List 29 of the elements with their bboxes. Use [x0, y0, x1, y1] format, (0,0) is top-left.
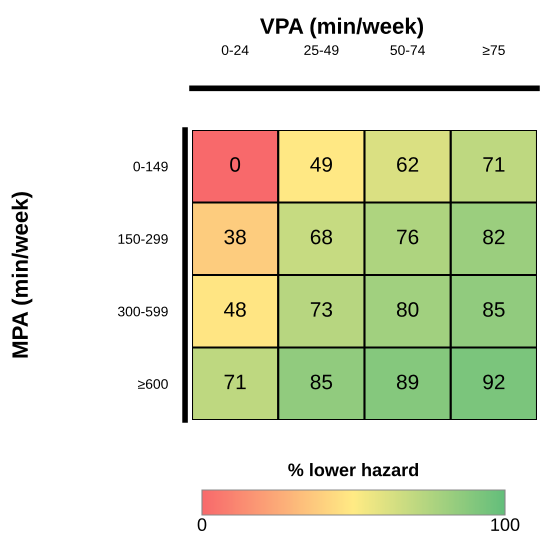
x-tick-label: 0-24 — [222, 45, 249, 56]
data-label: 85 — [310, 374, 332, 390]
data-label: 92 — [483, 374, 504, 390]
data-label: 0 — [230, 157, 240, 172]
color-bar-title: % lower hazard — [288, 463, 418, 476]
color-bar-label: 0 — [198, 518, 206, 532]
data-label: 71 — [224, 374, 246, 390]
y-tick-label: 0-149 — [133, 162, 168, 172]
x-tick-label: 25-49 — [304, 45, 338, 56]
data-label: 89 — [396, 374, 418, 390]
data-label: 38 — [224, 230, 246, 244]
y-axis-title: MPA (min/week) — [12, 192, 32, 358]
x-tick-label: ≥75 — [482, 45, 505, 56]
data-label: 82 — [483, 230, 504, 244]
data-label: 71 — [483, 157, 504, 172]
x-tick-label: 50-74 — [390, 45, 425, 56]
data-label: 73 — [310, 302, 332, 317]
color-bar-label: 100 — [491, 518, 520, 532]
data-label: 48 — [224, 302, 246, 317]
y-tick-label: 300-599 — [118, 306, 168, 316]
y-tick-label: 150-299 — [118, 234, 168, 244]
data-label: 49 — [310, 157, 332, 172]
data-label: 68 — [310, 230, 332, 244]
y-tick-label: ≥600 — [138, 379, 168, 389]
data-label: 76 — [397, 230, 418, 244]
data-label: 62 — [397, 157, 418, 172]
data-label: 85 — [483, 302, 505, 317]
chart-title: VPA (min/week) — [260, 18, 424, 38]
data-label: 80 — [396, 302, 418, 317]
